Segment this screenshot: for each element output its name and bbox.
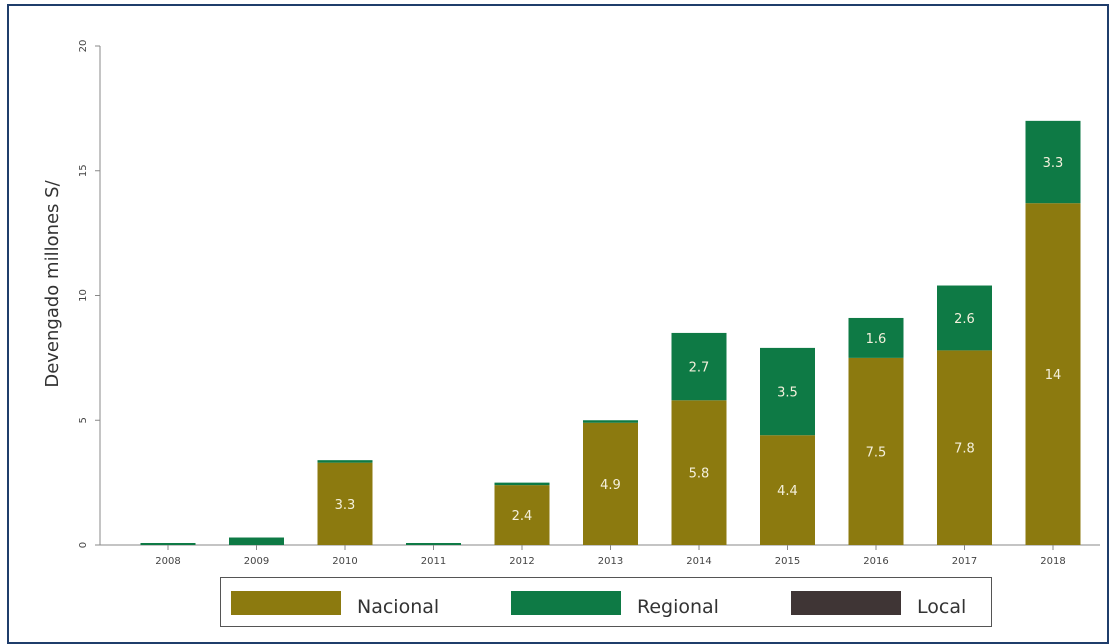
legend-label-nacional: Nacional [357, 596, 440, 618]
x-tick-label: 2009 [244, 556, 269, 567]
data-label: 4.9 [600, 478, 621, 493]
data-label: 4.4 [777, 484, 798, 499]
y-tick-label: 5 [78, 417, 89, 423]
data-label: 2.4 [512, 509, 533, 524]
data-label: 14 [1045, 368, 1062, 383]
legend-label-local: Local [917, 596, 967, 618]
bar-nacional [494, 485, 550, 545]
legend-item-regional: Regional [511, 590, 719, 618]
y-axis: 0 5 10 15 20 [78, 40, 101, 548]
legend-swatch-local [791, 591, 901, 615]
bar-regional [583, 420, 638, 423]
x-axis: 2008 2009 2010 2011 2012 2013 2014 2015 2016 2017… [100, 544, 1100, 567]
bar-nacional [760, 435, 815, 545]
x-tick-label: 2014 [686, 556, 711, 567]
bar-regional [229, 537, 284, 545]
x-tick-label: 2016 [863, 556, 888, 567]
bar-nacional [1025, 203, 1081, 545]
bar-nacional [317, 462, 373, 545]
legend-swatch-nacional [231, 591, 341, 615]
legend-item-local: Local [791, 590, 967, 618]
bar-regional [671, 332, 727, 401]
data-label: 7.8 [954, 442, 975, 457]
x-tick-label: 2017 [952, 556, 977, 567]
data-label: 3.3 [1043, 156, 1064, 171]
legend-label-regional: Regional [637, 596, 719, 618]
y-axis-title: Devengado millones S/ [42, 179, 63, 387]
bar-regional [140, 543, 196, 545]
data-label: 5.8 [689, 467, 710, 482]
bar-nacional [583, 422, 638, 545]
x-tick-label: 2008 [155, 556, 180, 567]
y-tick-label: 10 [78, 289, 89, 302]
y-tick-label: 0 [78, 542, 89, 548]
x-tick-label: 2013 [598, 556, 623, 567]
bar-regional [760, 347, 815, 436]
x-tick-label: 2012 [509, 556, 534, 567]
x-tick-label: 2018 [1040, 556, 1065, 567]
data-label: 7.5 [866, 445, 887, 460]
bars: 3.3 2.4 4.9 5.8 2.7 4.4 3.5 7.5 1.6 7.8 2.6 14 3.3 [140, 120, 1081, 545]
bar-regional [317, 460, 373, 463]
y-tick-label: 15 [78, 164, 89, 177]
bar-regional [1025, 120, 1081, 204]
bar-regional [406, 543, 461, 545]
bar-nacional [848, 357, 904, 545]
bar-regional [494, 482, 550, 486]
x-tick-label: 2015 [775, 556, 800, 567]
bar-regional [937, 285, 992, 351]
x-tick-label: 2011 [421, 556, 446, 567]
x-tick-label: 2010 [332, 556, 357, 567]
bar-nacional [671, 400, 727, 545]
data-label: 3.5 [777, 386, 798, 401]
legend-item-nacional: Nacional [231, 590, 440, 618]
legend: Nacional Regional Local [220, 577, 992, 627]
data-label: 2.7 [689, 361, 710, 376]
data-label: 2.6 [954, 312, 975, 327]
data-label: 3.3 [335, 498, 356, 513]
legend-swatch-regional [511, 591, 621, 615]
data-label: 1.6 [866, 332, 887, 347]
y-tick-label: 20 [78, 40, 89, 53]
bar-nacional [937, 350, 992, 545]
stacked-bar-chart: 0 5 10 15 20 2008 2009 2010 2011 2012 2013 2014 201… [42, 40, 1100, 567]
bar-regional [848, 317, 904, 358]
